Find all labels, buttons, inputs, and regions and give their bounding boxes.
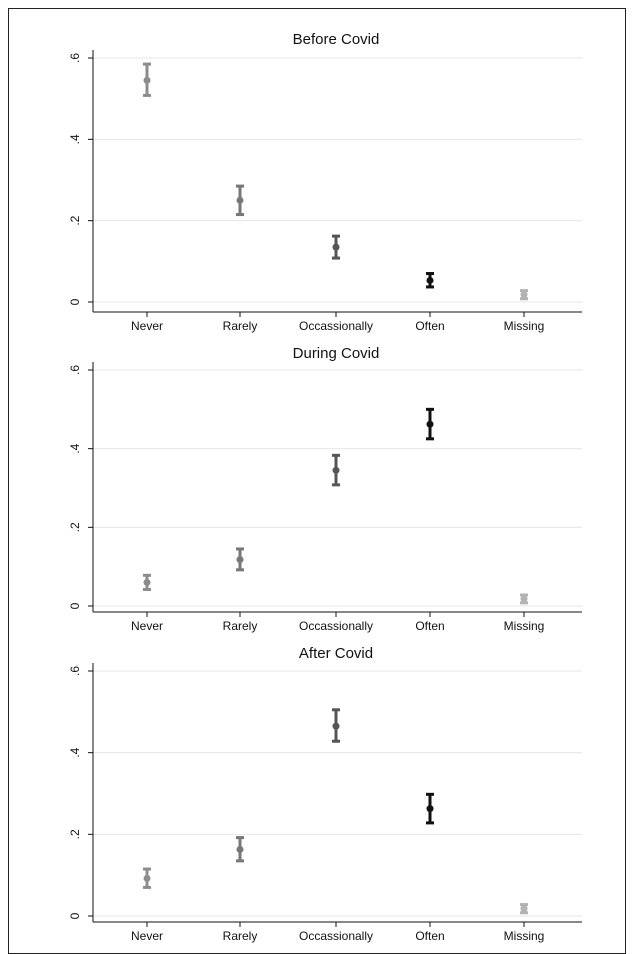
x-tick-label: Missing <box>504 929 545 943</box>
figure-frame <box>8 8 626 954</box>
data-point <box>236 845 244 853</box>
y-tick-label: 0 <box>68 602 82 609</box>
x-tick-label: Missing <box>504 319 545 333</box>
x-tick-label: Often <box>415 929 444 943</box>
data-point <box>143 578 151 586</box>
y-tick-label: .6 <box>68 365 82 375</box>
data-point <box>236 556 244 564</box>
data-point <box>520 905 528 913</box>
x-tick-label: Missing <box>504 619 545 633</box>
data-point <box>426 276 434 284</box>
y-tick-label: .6 <box>68 53 82 63</box>
y-tick-label: .4 <box>68 443 82 453</box>
x-tick-label: Rarely <box>223 319 258 333</box>
data-point <box>236 196 244 204</box>
y-tick-label: .4 <box>68 134 82 144</box>
y-tick-label: .2 <box>68 522 82 532</box>
y-tick-label: .6 <box>68 666 82 676</box>
panel-title: During Covid <box>293 345 380 362</box>
x-tick-label: Rarely <box>223 929 258 943</box>
x-tick-label: Never <box>131 929 163 943</box>
y-tick-label: .2 <box>68 829 82 839</box>
panel-1: During Covid .6 .4 .2 0 Never Rarely Occassiona… <box>68 345 582 633</box>
y-tick-label: .4 <box>68 747 82 757</box>
panel-2: After Covid .6 .4 .2 0 Never Rarely Occassional… <box>68 645 582 943</box>
data-point <box>332 243 340 251</box>
data-point <box>143 76 151 84</box>
data-point <box>520 291 528 299</box>
y-tick-label: .2 <box>68 215 82 225</box>
data-point <box>332 722 340 730</box>
data-point <box>332 466 340 474</box>
x-tick-label: Never <box>131 319 163 333</box>
x-tick-label: Never <box>131 619 163 633</box>
x-tick-label: Occassionally <box>299 319 373 333</box>
panel-title: Before Covid <box>293 31 380 48</box>
y-tick-label: 0 <box>68 912 82 919</box>
panel-0: Before Covid .6 .4 .2 0 Never Rarely Occassiona… <box>68 31 582 333</box>
x-tick-label: Occassionally <box>299 619 373 633</box>
x-tick-label: Rarely <box>223 619 258 633</box>
data-point <box>143 874 151 882</box>
panel-title: After Covid <box>299 645 373 662</box>
y-tick-label: 0 <box>68 298 82 305</box>
x-tick-label: Often <box>415 319 444 333</box>
data-point <box>426 420 434 428</box>
x-tick-label: Occassionally <box>299 929 373 943</box>
data-point <box>520 595 528 603</box>
data-point <box>426 805 434 813</box>
x-tick-label: Often <box>415 619 444 633</box>
